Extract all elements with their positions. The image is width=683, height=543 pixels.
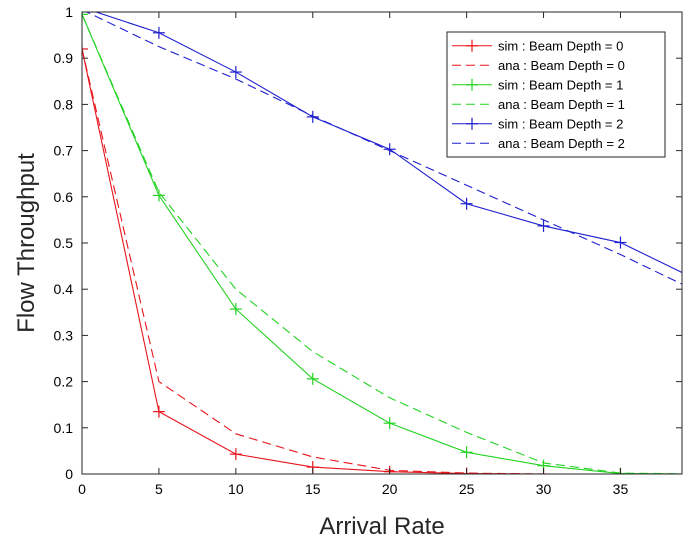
y-tick-label: 0.9 bbox=[54, 50, 74, 66]
legend-label: sim : Beam Depth = 2 bbox=[498, 116, 623, 131]
data-point-marker bbox=[460, 197, 473, 210]
data-point-marker bbox=[537, 219, 550, 232]
data-point-marker bbox=[152, 405, 165, 418]
legend-label: ana : Beam Depth = 0 bbox=[498, 58, 625, 73]
data-point-marker bbox=[306, 110, 319, 123]
data-point-marker bbox=[152, 26, 165, 39]
data-point-marker bbox=[460, 446, 473, 459]
data-point-marker bbox=[383, 143, 396, 156]
x-axis-label: Arrival Rate bbox=[319, 513, 444, 540]
data-point-marker bbox=[152, 189, 165, 202]
y-tick-label: 0.7 bbox=[54, 143, 74, 159]
legend-entry: sim : Beam Depth = 0 bbox=[452, 38, 623, 53]
axes-layer: 0 5 10 15 20 25 30 35 0 0.1 0.2 0.3 0.4 0.5 0.6 0.7 0.8 0… bbox=[54, 4, 683, 497]
x-tick-label: 0 bbox=[78, 481, 86, 497]
legend-label: sim : Beam Depth = 0 bbox=[498, 38, 623, 53]
data-point-marker bbox=[229, 448, 242, 461]
data-point-marker bbox=[82, 42, 88, 55]
y-tick-label: 0 bbox=[65, 466, 73, 482]
legend-entry: sim : Beam Depth = 1 bbox=[452, 77, 623, 92]
data-point-marker bbox=[82, 12, 88, 21]
legend-entry: sim : Beam Depth = 2 bbox=[452, 116, 623, 131]
legend-label: ana : Beam Depth = 2 bbox=[498, 136, 625, 151]
y-tick-label: 0.4 bbox=[54, 281, 74, 297]
y-tick-label: 0.3 bbox=[54, 327, 74, 343]
data-point-marker bbox=[229, 303, 242, 316]
y-tick-label: 1 bbox=[65, 4, 73, 20]
legend-box bbox=[446, 31, 666, 158]
y-tick-label: 0.5 bbox=[54, 235, 74, 251]
data-point-marker bbox=[383, 417, 396, 430]
x-tick-label: 20 bbox=[382, 481, 398, 497]
x-tick-label: 5 bbox=[155, 481, 163, 497]
legend-entry: ana : Beam Depth = 2 bbox=[452, 136, 625, 151]
series-line-3 bbox=[82, 14, 682, 474]
x-tick-label: 30 bbox=[536, 481, 552, 497]
y-tick-label: 0.2 bbox=[54, 374, 74, 390]
y-tick-label: 0.8 bbox=[54, 96, 74, 112]
series-line-5 bbox=[85, 12, 682, 285]
y-tick-label: 0.6 bbox=[54, 189, 74, 205]
data-point-marker bbox=[229, 66, 242, 79]
legend-label: sim : Beam Depth = 1 bbox=[498, 77, 623, 92]
data-point-marker bbox=[306, 372, 319, 385]
x-tick-label: 10 bbox=[228, 481, 244, 497]
x-tick-label: 25 bbox=[459, 481, 475, 497]
legend-entry: ana : Beam Depth = 0 bbox=[452, 58, 625, 73]
y-axis-label: Flow Throughput bbox=[13, 153, 40, 333]
legend-entry: ana : Beam Depth = 1 bbox=[452, 97, 625, 112]
y-tick-label: 0.1 bbox=[54, 420, 74, 436]
legend: sim : Beam Depth = 0 ana : Beam Depth = 0… bbox=[446, 31, 666, 158]
data-point-marker bbox=[614, 236, 627, 249]
x-tick-label: 15 bbox=[305, 481, 321, 497]
x-tick-label: 35 bbox=[613, 481, 629, 497]
legend-label: ana : Beam Depth = 1 bbox=[498, 97, 625, 112]
